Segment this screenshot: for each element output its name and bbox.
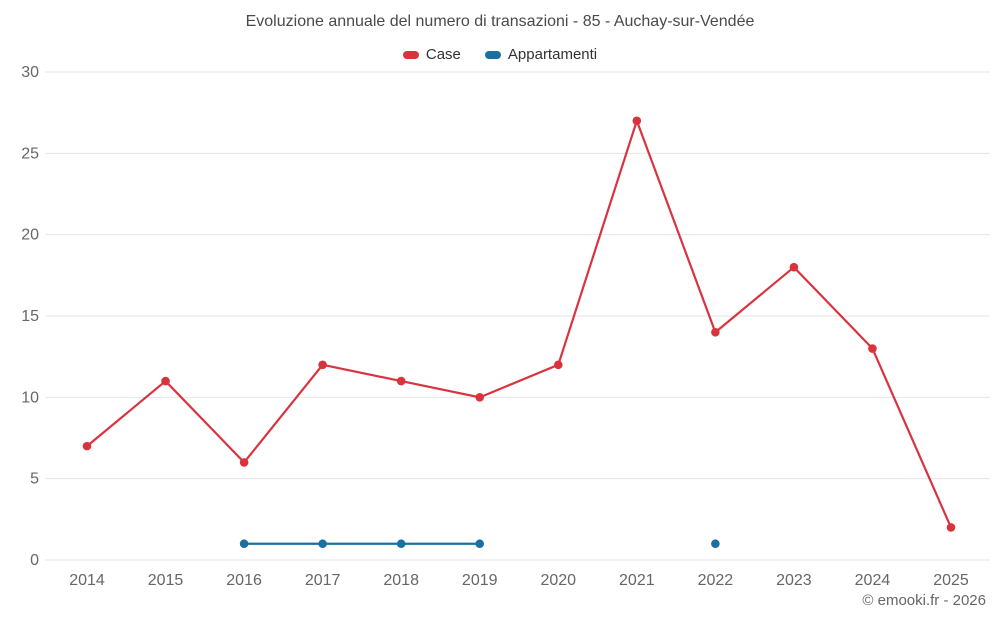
data-point[interactable] [946,523,956,532]
series-line [86,117,953,528]
x-tick-label: 2018 [383,572,419,589]
data-point[interactable] [553,360,563,370]
y-tick-label: 0 [30,552,39,569]
legend-item-appartamenti[interactable]: Appartamenti [484,46,598,63]
data-point[interactable] [318,539,327,549]
x-tick-label: 2022 [698,572,734,589]
data-point[interactable] [396,539,406,549]
chart-title: Evoluzione annuale del numero di transaz… [245,13,755,30]
data-point[interactable] [82,441,92,451]
data-point[interactable] [318,360,327,370]
data-point[interactable] [161,376,170,386]
x-tick-label: 2016 [226,572,262,589]
data-point[interactable] [239,539,249,549]
copyright-text: © emooki.fr - 2026 [862,592,986,609]
case-series-swatch-icon [402,50,419,59]
y-tick-label: 25 [21,145,39,162]
x-tick-label: 2024 [855,572,891,589]
y-tick-label: 20 [21,227,39,244]
data-point[interactable] [868,344,877,353]
legend-item-case[interactable]: Case [402,46,461,63]
data-point[interactable] [711,327,720,337]
x-tick-label: 2025 [933,572,969,589]
legend-label-appartamenti: Appartamenti [507,46,598,63]
x-tick-label: 2020 [540,572,576,589]
legend-label-case: Case [425,46,461,63]
chart-legend: Case Appartamenti [0,46,1000,63]
x-tick-label: 2014 [69,572,105,589]
y-tick-label: 30 [21,64,39,81]
data-point[interactable] [396,376,406,386]
data-point[interactable] [789,262,799,272]
y-tick-label: 10 [21,389,39,406]
data-point[interactable] [632,116,642,126]
x-tick-label: 2019 [462,572,498,589]
data-point[interactable] [475,393,485,402]
x-tick-label: 2021 [619,572,655,589]
x-tick-label: 2015 [148,572,184,589]
appartamenti-series-swatch-icon [484,50,501,59]
x-tick-label: 2023 [776,572,812,589]
x-tick-label: 2017 [305,572,341,589]
y-tick-label: 15 [21,308,39,325]
data-point[interactable] [239,458,249,467]
y-tick-label: 5 [30,471,39,488]
data-point[interactable] [475,539,485,549]
data-point[interactable] [711,539,720,549]
